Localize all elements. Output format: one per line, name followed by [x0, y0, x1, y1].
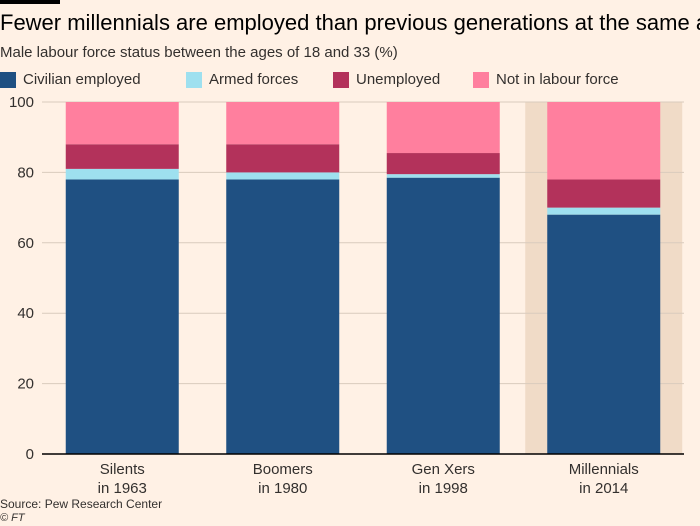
y-tick-label: 20 [17, 376, 34, 393]
chart-title: Fewer millennials are employed than prev… [0, 10, 700, 35]
legend-label-not-in-labour-force: Not in labour force [496, 71, 619, 88]
bar-segment [386, 102, 500, 154]
x-tick-label: Millennials [569, 461, 639, 478]
x-tick-label: in 1998 [419, 480, 468, 497]
legend-swatch-not-in-labour-force [473, 72, 489, 88]
bar-segment [386, 174, 500, 178]
bar-segment [65, 102, 179, 145]
chart-subtitle: Male labour force status between the age… [0, 44, 398, 61]
bar-segment [547, 179, 661, 208]
bar-segment [547, 207, 661, 215]
legend-swatch-unemployed [333, 72, 349, 88]
legend-label-armed-forces: Armed forces [209, 71, 299, 88]
legend-label-civilian-employed: Civilian employed [23, 71, 141, 88]
bar-segment [65, 144, 179, 169]
bar-segment [65, 179, 179, 454]
bar-segment [386, 153, 500, 175]
x-tick-label: in 1980 [258, 480, 307, 497]
legend-swatch-civilian-employed [0, 72, 16, 88]
y-tick-label: 40 [17, 305, 34, 322]
legend-swatch-armed-forces [186, 72, 202, 88]
x-tick-label: Silents [100, 461, 145, 478]
bar-segment [386, 177, 500, 454]
bar-segment [226, 102, 340, 145]
y-tick-label: 0 [26, 446, 34, 463]
bar-segment [547, 214, 661, 454]
bar-segment [547, 102, 661, 180]
x-tick-label: Boomers [253, 461, 313, 478]
x-tick-label: in 2014 [579, 480, 628, 497]
x-tick-label: Gen Xers [412, 461, 475, 478]
stacked-bar-chart: 0 20 40 60 80 100 Silents in 1963 Boomers in 1980… [9, 94, 684, 497]
source-note: Source: Pew Research Center [0, 497, 163, 511]
bar-segment [226, 144, 340, 173]
x-tick-label: in 1963 [98, 480, 147, 497]
bar-segment [226, 179, 340, 454]
ft-credit: © FT [0, 512, 25, 524]
legend-label-unemployed: Unemployed [356, 71, 441, 88]
y-tick-label: 80 [17, 164, 34, 181]
y-tick-label: 100 [9, 94, 34, 111]
bar-segment [65, 168, 179, 180]
bar-segment [226, 172, 340, 180]
ft-top-bar [0, 0, 60, 4]
y-tick-label: 60 [17, 235, 34, 252]
